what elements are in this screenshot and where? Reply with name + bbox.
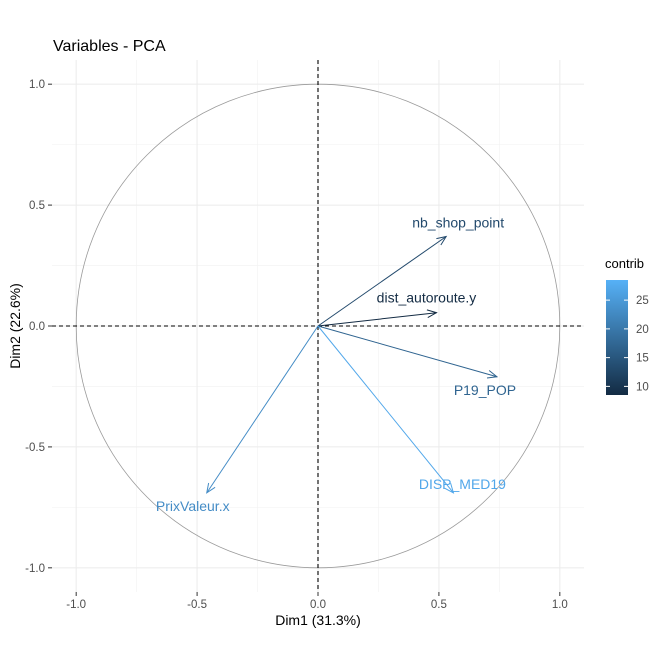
- arrow-nb_shop_point: [317, 236, 447, 327]
- arrowhead-PrixValeur.x: [206, 482, 216, 494]
- legend-tick-label: 25: [636, 295, 649, 307]
- arrow-P19_POP: [317, 325, 498, 378]
- arrow-dist_autoroute.y: [317, 312, 437, 327]
- x-axis-ticks: -1.0 -0.5 0.0 0.5 1.0: [66, 592, 568, 611]
- variable-labels: nb_shop_point dist_autoroute.y P19_POP DISP…: [156, 215, 516, 514]
- chart-title: Variables - PCA: [53, 38, 166, 55]
- x-tick-label: -1.0: [66, 599, 86, 611]
- label-DISP_MED19: DISP_MED19: [419, 476, 506, 492]
- arrow-DISP_MED19: [317, 325, 454, 494]
- label-nb_shop_point: nb_shop_point: [412, 215, 504, 231]
- x-axis-label: Dim1 (31.3%): [275, 612, 361, 628]
- x-tick-label: 0.5: [431, 599, 447, 611]
- y-axis-label: Dim2 (22.6%): [7, 283, 23, 369]
- label-dist_autoroute.y: dist_autoroute.y: [377, 290, 477, 306]
- arrowhead-dist_autoroute.y: [426, 309, 438, 319]
- legend-ticks: 10 15 20 25: [606, 295, 649, 393]
- arrow-PrixValeur.x: [206, 325, 319, 494]
- legend-colorbar: [606, 280, 628, 395]
- y-tick-label: 1.0: [29, 79, 45, 91]
- variable-arrows: [206, 235, 499, 494]
- y-tick-label: -0.5: [25, 442, 45, 454]
- arrowhead-DISP_MED19: [444, 483, 455, 494]
- x-tick-label: -0.5: [187, 599, 207, 611]
- legend: contrib 10 15 20 25: [605, 256, 649, 395]
- y-axis-ticks: -1.0 -0.5 0.0 0.5 1.0: [25, 79, 52, 575]
- x-tick-label: 1.0: [552, 599, 568, 611]
- arrowhead-P19_POP: [486, 370, 499, 379]
- y-tick-label: 0.0: [29, 321, 45, 333]
- legend-title: contrib: [605, 256, 644, 271]
- label-P19_POP: P19_POP: [454, 382, 516, 398]
- legend-tick-label: 10: [636, 381, 649, 393]
- legend-tick-label: 15: [636, 353, 649, 365]
- label-PrixValeur.x: PrixValeur.x: [156, 498, 230, 514]
- plot-panel: nb_shop_point dist_autoroute.y P19_POP DISP…: [52, 60, 584, 592]
- y-tick-label: -1.0: [25, 563, 45, 575]
- arrowhead-nb_shop_point: [436, 235, 448, 246]
- legend-tick-label: 20: [636, 324, 649, 336]
- x-tick-label: 0.0: [310, 599, 326, 611]
- y-tick-label: 0.5: [29, 200, 45, 212]
